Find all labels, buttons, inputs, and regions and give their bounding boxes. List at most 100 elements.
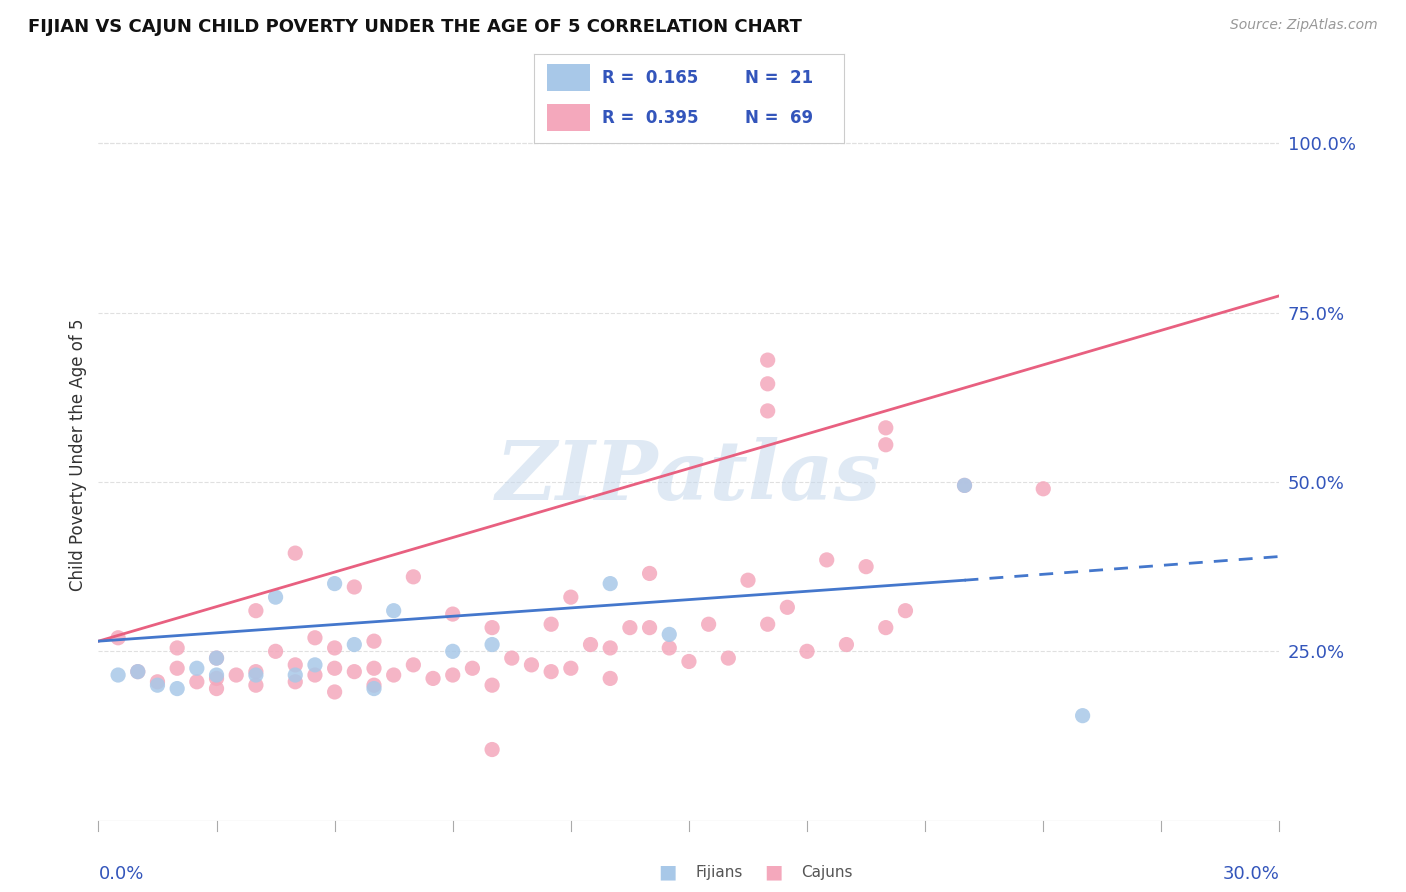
Point <box>323 661 346 675</box>
Point <box>363 634 385 648</box>
Point <box>166 681 188 696</box>
Text: N =  69: N = 69 <box>745 109 813 127</box>
Point <box>284 668 307 682</box>
Point <box>501 651 523 665</box>
Bar <box>547 104 591 131</box>
Point <box>875 421 897 435</box>
Point <box>107 668 129 682</box>
Point <box>520 657 543 672</box>
Point <box>205 668 228 682</box>
Point <box>284 674 307 689</box>
Point <box>658 627 681 641</box>
Point <box>304 668 326 682</box>
Point <box>894 604 917 618</box>
Point <box>835 638 858 652</box>
Point <box>304 631 326 645</box>
Point <box>953 478 976 492</box>
Point <box>146 678 169 692</box>
Point <box>875 621 897 635</box>
Point <box>264 644 287 658</box>
Point <box>658 640 681 655</box>
Point <box>756 404 779 418</box>
Point <box>875 438 897 452</box>
Point <box>166 640 188 655</box>
Point <box>1032 482 1054 496</box>
Point <box>481 621 503 635</box>
Point <box>343 580 366 594</box>
Point <box>245 678 267 692</box>
Point <box>441 668 464 682</box>
Point <box>402 570 425 584</box>
Point <box>382 668 405 682</box>
Text: ZIPatlas: ZIPatlas <box>496 437 882 516</box>
Y-axis label: Child Poverty Under the Age of 5: Child Poverty Under the Age of 5 <box>69 318 87 591</box>
Point <box>205 651 228 665</box>
Point <box>225 668 247 682</box>
Point <box>323 576 346 591</box>
Text: ■: ■ <box>658 863 678 882</box>
Point <box>323 640 346 655</box>
Point <box>560 661 582 675</box>
Point <box>284 546 307 560</box>
Point <box>619 621 641 635</box>
Point <box>245 665 267 679</box>
Point <box>481 742 503 756</box>
Point <box>579 638 602 652</box>
Point <box>638 566 661 581</box>
Point <box>245 668 267 682</box>
Point <box>599 576 621 591</box>
Point <box>146 674 169 689</box>
Point <box>343 665 366 679</box>
Point <box>264 590 287 604</box>
Point <box>953 478 976 492</box>
Point <box>363 681 385 696</box>
Point <box>127 665 149 679</box>
Point <box>382 604 405 618</box>
Point <box>540 617 562 632</box>
Point <box>796 644 818 658</box>
Point <box>284 657 307 672</box>
Point <box>166 661 188 675</box>
Point <box>756 353 779 368</box>
Point <box>560 590 582 604</box>
Point <box>422 672 444 686</box>
Point <box>1071 708 1094 723</box>
Point <box>245 604 267 618</box>
Point <box>127 665 149 679</box>
Point <box>776 600 799 615</box>
Point <box>205 651 228 665</box>
Point <box>737 573 759 587</box>
Point <box>363 678 385 692</box>
Text: N =  21: N = 21 <box>745 69 813 87</box>
Point <box>402 657 425 672</box>
Point <box>441 644 464 658</box>
Point <box>441 607 464 621</box>
Text: FIJIAN VS CAJUN CHILD POVERTY UNDER THE AGE OF 5 CORRELATION CHART: FIJIAN VS CAJUN CHILD POVERTY UNDER THE … <box>28 18 801 36</box>
Text: Cajuns: Cajuns <box>801 865 853 880</box>
Text: Source: ZipAtlas.com: Source: ZipAtlas.com <box>1230 18 1378 32</box>
Point <box>638 621 661 635</box>
Point <box>205 672 228 686</box>
Text: Fijians: Fijians <box>696 865 744 880</box>
Point <box>599 672 621 686</box>
Point <box>481 678 503 692</box>
Point <box>363 661 385 675</box>
Point <box>304 657 326 672</box>
Point <box>107 631 129 645</box>
Point <box>599 640 621 655</box>
Point <box>717 651 740 665</box>
Point <box>756 617 779 632</box>
Point <box>205 681 228 696</box>
Point <box>540 665 562 679</box>
Text: 0.0%: 0.0% <box>98 864 143 882</box>
Point <box>186 661 208 675</box>
Text: ■: ■ <box>763 863 783 882</box>
Point <box>343 638 366 652</box>
Bar <box>547 64 591 91</box>
Point <box>756 376 779 391</box>
Point <box>186 674 208 689</box>
Point <box>323 685 346 699</box>
Point <box>815 553 838 567</box>
Text: R =  0.395: R = 0.395 <box>602 109 699 127</box>
Text: R =  0.165: R = 0.165 <box>602 69 699 87</box>
